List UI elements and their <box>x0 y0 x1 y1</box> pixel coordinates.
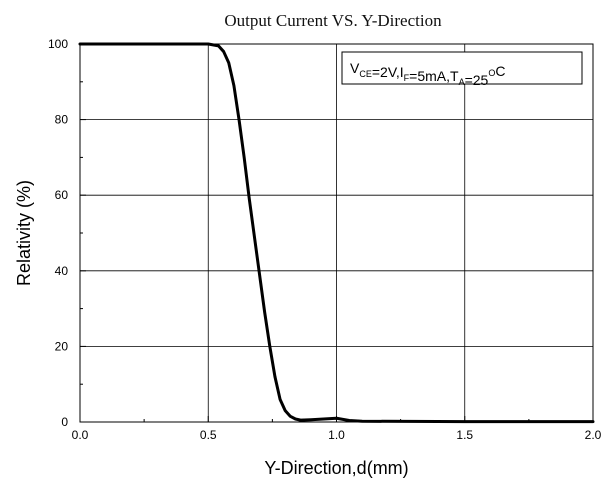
x-tick-label: 0.0 <box>72 428 89 442</box>
x-axis-label: Y-Direction,d(mm) <box>264 458 408 478</box>
annotation-part: CE <box>359 69 372 79</box>
annotation-part: =5mA,T <box>409 68 459 84</box>
annotation-part: =25 <box>465 72 489 88</box>
y-tick-label: 60 <box>55 188 69 202</box>
y-tick-label: 80 <box>55 113 69 127</box>
annotation-part: C <box>495 63 505 79</box>
condition-annotation: VCE=2V,IF=5mA,TA=25OC <box>341 51 583 88</box>
series-line <box>78 42 595 424</box>
y-tick-label: 40 <box>55 264 69 278</box>
x-tick-label: 2.0 <box>585 428 602 442</box>
annotation-border <box>341 51 583 85</box>
x-tick-label: 1.0 <box>328 428 345 442</box>
x-tick-label: 1.5 <box>456 428 473 442</box>
annotation-part: O <box>488 68 495 78</box>
chart-title: Output Current VS. Y-Direction <box>224 11 442 30</box>
grid <box>80 44 593 422</box>
y-tick-label: 100 <box>48 37 68 51</box>
x-tick-label: 0.5 <box>200 428 217 442</box>
annotation-part: V <box>350 60 360 76</box>
y-tick-label: 0 <box>61 415 68 429</box>
annotation-text: VCE=2V,IF=5mA,TA=25OC <box>350 60 505 88</box>
annotation-part: A <box>459 77 465 87</box>
y-tick-label: 20 <box>55 339 69 353</box>
annotation-part: F <box>404 73 410 83</box>
annotation-part: =2V,I <box>372 64 404 80</box>
tick-labels: 0.0 0.5 1.0 1.5 2.0 0 20 40 60 80 100 <box>48 37 602 442</box>
y-axis-label: Relativity (%) <box>14 180 34 286</box>
